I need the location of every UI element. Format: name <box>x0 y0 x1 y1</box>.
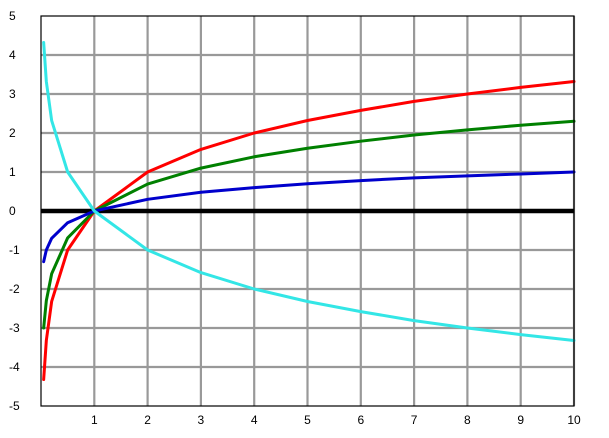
series-line-red-curve <box>42 80 576 381</box>
y-tick-label: 4 <box>9 48 16 62</box>
y-tick-label: -3 <box>9 321 20 335</box>
y-tick-label: 3 <box>9 87 16 101</box>
series-line-green-curve <box>42 119 576 330</box>
y-tick-label: 0 <box>9 204 16 218</box>
plot-frame <box>40 15 575 407</box>
x-tick-label: 9 <box>517 413 524 427</box>
y-tick-label: -4 <box>9 360 20 374</box>
x-tick-labels: 1 2 3 4 5 6 7 8 9 10 <box>91 413 581 427</box>
y-tick-label: -1 <box>9 243 20 257</box>
x-tick-label: 10 <box>567 413 581 427</box>
y-tick-label: -2 <box>9 282 20 296</box>
x-tick-label: 2 <box>144 413 151 427</box>
x-tick-label: 8 <box>464 413 471 427</box>
y-tick-label: 5 <box>9 9 16 23</box>
x-tick-label: 7 <box>411 413 418 427</box>
plot-border <box>40 15 575 407</box>
grid <box>41 16 576 406</box>
y-tick-labels: 5 4 3 2 1 0 -1 -2 -3 -4 -5 <box>9 9 20 413</box>
x-tick-label: 4 <box>251 413 258 427</box>
series-line-cyan-curve <box>42 41 576 342</box>
y-tick-label: -5 <box>9 399 20 413</box>
series-line-blue-curve <box>42 170 576 264</box>
x-tick-label: 5 <box>304 413 311 427</box>
x-tick-label: 3 <box>198 413 205 427</box>
series-group <box>42 41 576 381</box>
y-tick-label: 2 <box>9 126 16 140</box>
x-tick-label: 1 <box>91 413 98 427</box>
x-tick-label: 6 <box>357 413 364 427</box>
y-tick-label: 1 <box>9 165 16 179</box>
